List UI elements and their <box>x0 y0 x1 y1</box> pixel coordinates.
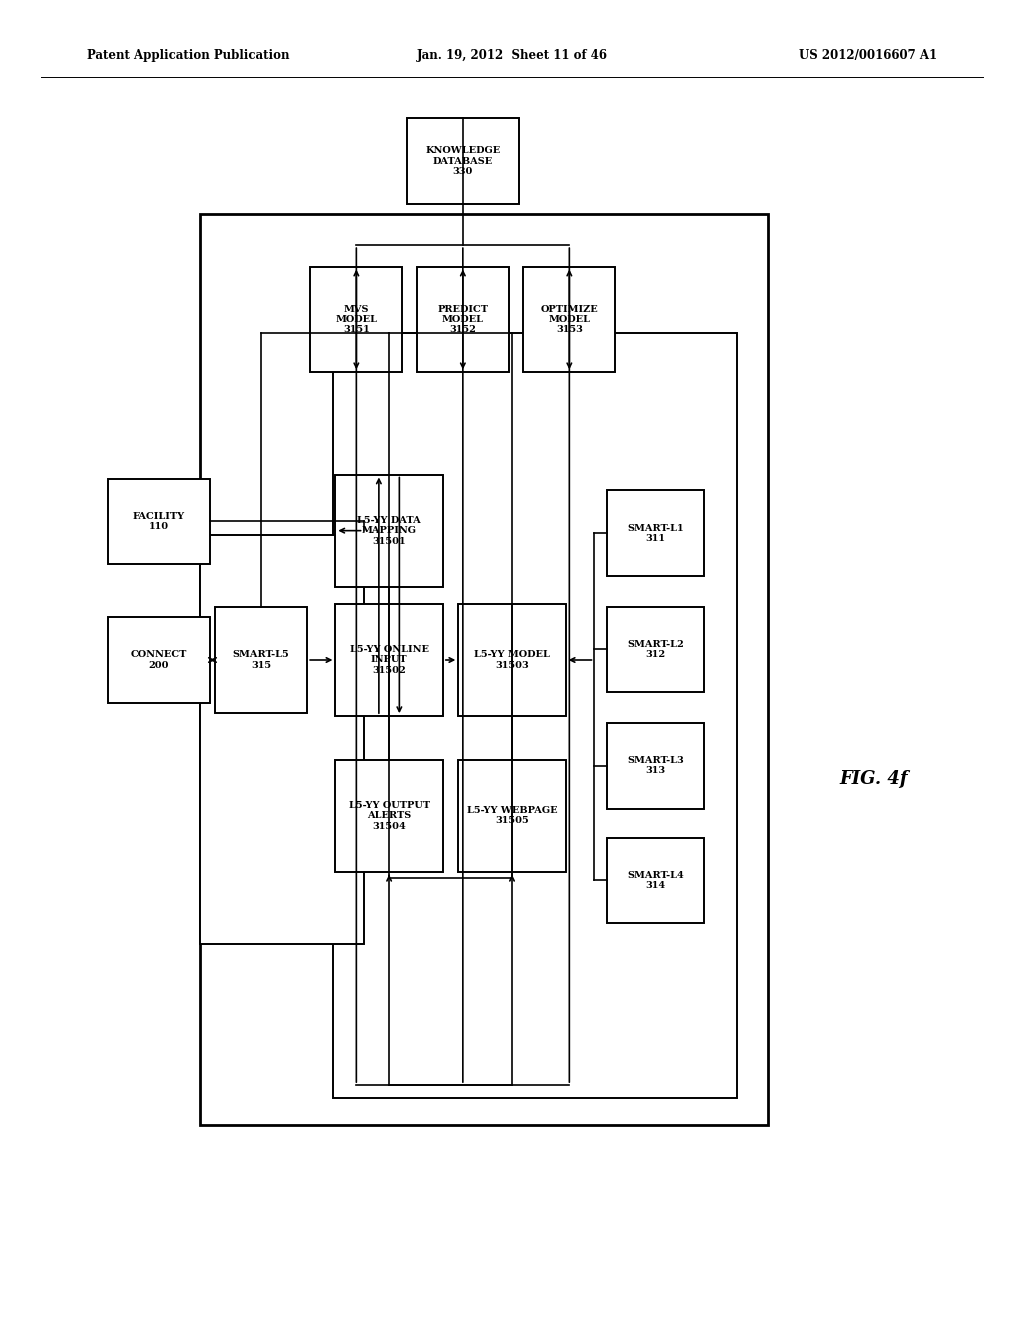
Bar <box>407 117 519 205</box>
Text: US 2012/0016607 A1: US 2012/0016607 A1 <box>799 49 937 62</box>
Text: L5-YY MODEL
31503: L5-YY MODEL 31503 <box>474 651 550 669</box>
Bar <box>108 618 210 702</box>
Text: SMART-L2
312: SMART-L2 312 <box>627 640 684 659</box>
Text: L5-YY DATA
MAPPING
31501: L5-YY DATA MAPPING 31501 <box>357 516 421 545</box>
Bar <box>417 267 509 372</box>
Bar <box>108 479 210 565</box>
Bar <box>336 605 442 715</box>
Bar <box>606 607 705 692</box>
Text: KNOWLEDGE
DATABASE
330: KNOWLEDGE DATABASE 330 <box>425 147 501 176</box>
Text: L5-YY ONLINE
INPUT
31502: L5-YY ONLINE INPUT 31502 <box>349 645 429 675</box>
Text: CONNECT
200: CONNECT 200 <box>130 651 187 669</box>
Bar <box>459 605 565 715</box>
Bar <box>215 607 307 713</box>
Text: FIG. 4f: FIG. 4f <box>840 770 908 788</box>
Text: PREDICT
MODEL
3152: PREDICT MODEL 3152 <box>437 305 488 334</box>
Text: Jan. 19, 2012  Sheet 11 of 46: Jan. 19, 2012 Sheet 11 of 46 <box>417 49 607 62</box>
Text: SMART-L5
315: SMART-L5 315 <box>232 651 290 669</box>
Text: FACILITY
110: FACILITY 110 <box>133 512 184 531</box>
Text: SMART-L1
311: SMART-L1 311 <box>627 524 684 543</box>
Bar <box>606 490 705 576</box>
Bar <box>523 267 615 372</box>
Bar <box>310 267 402 372</box>
Text: SMART-L4
314: SMART-L4 314 <box>627 871 684 890</box>
Bar <box>200 535 364 944</box>
Text: MVS
MODEL
3151: MVS MODEL 3151 <box>335 305 378 334</box>
Bar <box>333 333 737 1098</box>
Bar <box>606 723 705 808</box>
Bar <box>336 475 442 586</box>
Text: OPTIMIZE
MODEL
3153: OPTIMIZE MODEL 3153 <box>541 305 598 334</box>
Text: L5-YY WEBPAGE
31505: L5-YY WEBPAGE 31505 <box>467 807 557 825</box>
Text: SMART-L3
313: SMART-L3 313 <box>627 756 684 775</box>
Bar <box>459 759 565 871</box>
Bar <box>336 759 442 871</box>
Bar <box>606 838 705 924</box>
Bar <box>200 214 768 1125</box>
Text: Patent Application Publication: Patent Application Publication <box>87 49 290 62</box>
Text: L5-YY OUTPUT
ALERTS
31504: L5-YY OUTPUT ALERTS 31504 <box>348 801 430 830</box>
